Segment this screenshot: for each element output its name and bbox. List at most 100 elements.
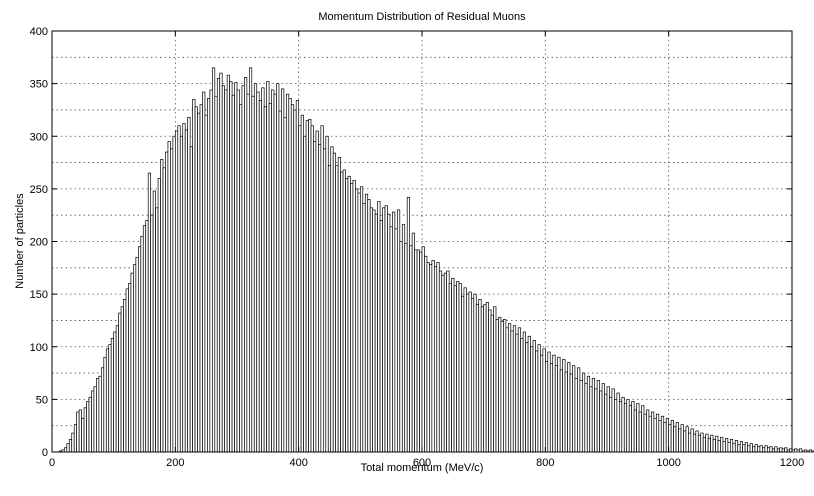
histogram-bar xyxy=(567,362,571,453)
histogram-bar xyxy=(273,93,277,453)
histogram-bar xyxy=(458,283,462,453)
histogram-bar xyxy=(199,104,203,453)
histogram-bar xyxy=(209,89,213,453)
histogram-bar xyxy=(123,299,127,453)
histogram-bar xyxy=(438,270,443,453)
histogram-bar xyxy=(495,319,499,453)
histogram-bar xyxy=(456,281,460,453)
histogram-bar xyxy=(162,167,166,453)
histogram-bar xyxy=(468,291,472,453)
y-tick-label: 50 xyxy=(36,394,48,406)
histogram-bar xyxy=(522,331,526,453)
histogram-bar xyxy=(197,112,201,453)
histogram-bar xyxy=(485,302,489,453)
histogram-bar xyxy=(157,178,161,453)
histogram-bar xyxy=(803,449,808,453)
histogram-bar xyxy=(493,306,497,453)
histogram-bar xyxy=(515,333,519,453)
histogram-bar xyxy=(170,148,174,453)
histogram-bar xyxy=(505,327,509,453)
histogram-bar xyxy=(641,405,645,453)
histogram-bar xyxy=(685,426,689,453)
histogram-bar xyxy=(562,359,566,453)
histogram-bar xyxy=(226,74,230,453)
histogram-bar xyxy=(150,214,154,453)
histogram-bar xyxy=(246,93,250,453)
histogram-bar xyxy=(503,319,507,453)
histogram-bar xyxy=(216,78,221,453)
histogram-bar xyxy=(762,447,766,453)
histogram-bar xyxy=(145,220,149,453)
histogram-bar xyxy=(73,424,78,453)
y-axis-label: Number of particles xyxy=(14,193,26,289)
histogram-bar xyxy=(764,445,768,453)
histogram-bar xyxy=(720,436,724,453)
histogram-bar xyxy=(130,272,134,453)
histogram-bar xyxy=(623,403,628,453)
histogram-bar xyxy=(757,446,761,453)
histogram-bar xyxy=(480,306,485,453)
histogram-bar xyxy=(638,411,642,453)
histogram-bar xyxy=(248,67,253,453)
histogram-bar xyxy=(799,448,803,453)
histogram-bar xyxy=(258,100,263,453)
histogram-bar xyxy=(604,393,608,453)
histogram-bar xyxy=(559,369,563,453)
histogram-bar xyxy=(473,293,477,453)
y-tick-labels: 0 50 100 150 200 250 300 350 400 xyxy=(30,26,48,459)
histogram-bar xyxy=(643,413,647,453)
histogram-bar xyxy=(596,380,600,453)
histogram-bar xyxy=(537,344,541,453)
histogram-bar xyxy=(83,407,87,453)
histogram-bar xyxy=(147,172,152,453)
histogram-bar xyxy=(125,288,129,453)
histogram-bar xyxy=(591,377,596,453)
histogram-bar xyxy=(283,116,287,453)
x-tick-labels: 0 200 400 600 800 1000 1200 xyxy=(49,457,804,469)
histogram-bar xyxy=(695,430,699,453)
histogram-bar xyxy=(732,443,736,453)
histogram-bar xyxy=(355,188,359,453)
histogram-bar xyxy=(202,91,206,453)
histogram-bar xyxy=(702,436,707,453)
histogram-bar xyxy=(384,205,388,453)
histogram-bar xyxy=(631,401,635,453)
histogram-bar xyxy=(221,85,226,453)
histogram-bar xyxy=(261,87,265,453)
histogram-bar xyxy=(128,283,132,453)
histogram-bar xyxy=(683,430,687,453)
histogram-bar xyxy=(266,81,270,453)
x-tick-label: 400 xyxy=(289,457,307,469)
histogram-bar xyxy=(433,266,438,453)
histogram-bar xyxy=(808,449,813,453)
histogram-bar xyxy=(342,169,346,453)
histogram-bar xyxy=(510,330,514,453)
histogram-bar xyxy=(364,193,369,453)
histogram-bar xyxy=(322,148,327,453)
histogram-bar xyxy=(389,226,393,453)
histogram-bar xyxy=(490,314,494,453)
histogram-bar xyxy=(530,346,534,453)
histogram-bar xyxy=(285,93,290,453)
histogram-bar xyxy=(739,441,744,453)
histogram-bar xyxy=(76,411,80,453)
histogram-bar xyxy=(769,446,773,453)
histogram-bar xyxy=(742,444,746,453)
y-tick-label: 0 xyxy=(42,447,48,459)
axis-ticks xyxy=(51,30,793,453)
histogram-bar xyxy=(211,67,216,453)
histogram-bar xyxy=(517,327,522,453)
histogram-bar xyxy=(239,104,243,453)
histogram-bar xyxy=(406,196,411,453)
histogram-bar xyxy=(653,417,657,453)
histogram-bar xyxy=(618,401,623,453)
histogram-bar xyxy=(416,249,420,453)
histogram-bar xyxy=(110,337,115,453)
histogram-bar xyxy=(589,386,593,453)
histogram-bar xyxy=(441,274,445,453)
histogram-bar xyxy=(325,135,329,453)
histogram-bar xyxy=(520,337,524,453)
histogram-bar xyxy=(547,351,551,453)
histogram-bar xyxy=(488,309,492,453)
